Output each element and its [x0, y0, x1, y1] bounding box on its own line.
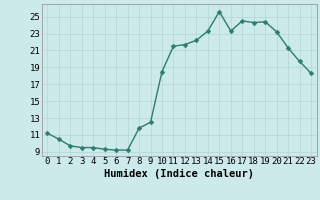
X-axis label: Humidex (Indice chaleur): Humidex (Indice chaleur) — [104, 169, 254, 179]
